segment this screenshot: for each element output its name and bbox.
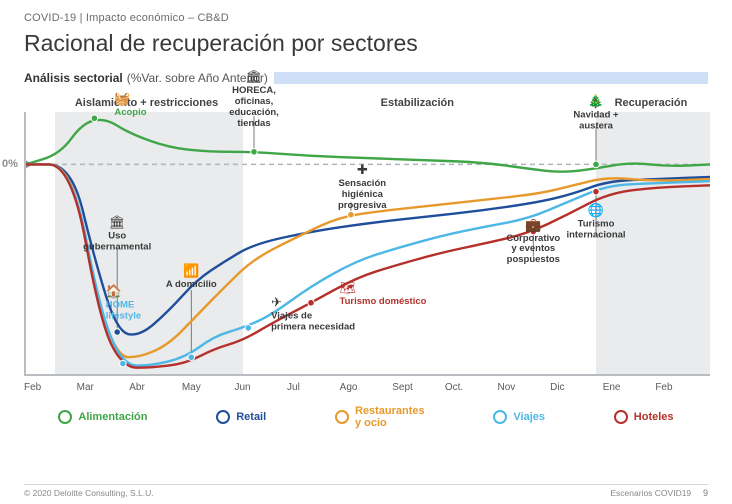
x-tick: Dic [550,382,603,393]
x-axis: FebMarAbrMayJunJulAgoSeptOct.NovDicEneFe… [24,376,708,393]
x-tick: May [182,382,235,393]
legend-dot-icon [335,410,349,424]
x-tick: Jun [234,382,287,393]
y-zero-label: 0% [2,158,18,170]
subtitle: Análisis sectorial (%Var. sobre Año Ante… [24,71,708,85]
legend-dot-icon [493,410,507,424]
plot-svg [26,112,710,374]
legend-dot-icon [614,410,628,424]
legend-label: Hoteles [634,411,674,423]
legend-label: Restaurantesy ocio [355,405,425,429]
x-tick: Ene [603,382,656,393]
series-restaurantes [26,164,710,357]
x-tick: Mar [77,382,130,393]
subtitle-bar [274,72,708,84]
phase-label: Estabilización [241,97,594,109]
legend-item: Restaurantesy ocio [335,405,425,429]
x-tick: Feb [24,382,77,393]
legend-item: Alimentación [58,410,147,424]
copyright: © 2020 Deloitte Consulting, S.L.U. [24,488,154,498]
x-tick: Nov [497,382,550,393]
subtitle-bold: Análisis sectorial [24,71,123,85]
x-tick: Jul [287,382,340,393]
phase-label: Recuperación [594,97,708,109]
breadcrumb: COVID-19 | Impacto económico – CB&D [24,12,708,24]
x-tick: Oct. [445,382,498,393]
legend-label: Viajes [513,411,545,423]
series-retail [26,164,710,334]
phase-header: Aislamiento + restriccionesEstabilizació… [24,87,708,112]
series-hoteles [26,164,710,367]
chart: Aislamiento + restriccionesEstabilizació… [24,87,708,417]
x-tick: Ago [340,382,393,393]
legend-label: Retail [236,411,266,423]
legend-label: Alimentación [78,411,147,423]
footer-scenario: Escenarios COVID19 [610,488,691,498]
legend-item: Viajes [493,410,545,424]
phase-label: Aislamiento + restricciones [53,97,241,109]
page-number: 9 [703,488,708,498]
legend: Alimentación Retail Restaurantesy ocio Viaj… [24,405,708,429]
legend-item: Retail [216,410,266,424]
x-tick: Feb [655,382,708,393]
subtitle-paren: (%Var. sobre Año Anterior) [127,71,268,85]
page-title: Racional de recuperación por sectores [24,30,708,57]
x-tick: Sept [392,382,445,393]
legend-item: Hoteles [614,410,674,424]
footer: © 2020 Deloitte Consulting, S.L.U. Escen… [24,484,708,498]
legend-dot-icon [216,410,230,424]
x-tick: Abr [129,382,182,393]
legend-dot-icon [58,410,72,424]
plot-area: 0% 🧺Acopio🏛HORECA,oficinas,educación,tie… [24,112,710,376]
